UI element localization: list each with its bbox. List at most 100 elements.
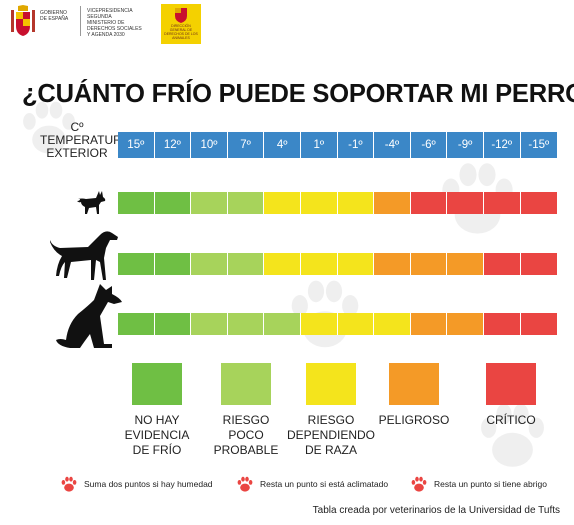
- legend-label-line: PROBABLE: [213, 443, 279, 457]
- legend-label-line: RIESGO: [307, 413, 355, 427]
- animal-rights-logo: DIRECCIÓN GENERAL DE DERECHOS DE LOS ANI…: [161, 4, 201, 44]
- risk-segment-no-risk: [118, 313, 155, 335]
- risk-segment-no-risk: [154, 192, 192, 214]
- legend-label-line: DE RAZA: [304, 443, 357, 457]
- logo-text-line: ANIMALES: [172, 36, 190, 40]
- header-divider: [80, 6, 81, 36]
- legend-label: NO HAY EVIDENCIA DE FRÍO: [107, 413, 207, 458]
- risk-segment-breed-risk: [374, 313, 411, 335]
- risk-bar-medium-dog: [118, 253, 558, 275]
- legend-label-line: POCO: [228, 428, 264, 442]
- risk-segment-low-risk: [264, 313, 301, 335]
- risk-segment-breed-risk: [337, 313, 375, 335]
- risk-segment-low-risk: [227, 192, 265, 214]
- risk-segment-critical: [483, 192, 521, 214]
- risk-segment-low-risk: [227, 313, 265, 335]
- risk-segment-dangerous: [374, 192, 411, 214]
- legend-label-line: PELIGROSO: [378, 413, 450, 427]
- risk-segment-breed-risk: [300, 192, 338, 214]
- risk-segment-low-risk: [191, 253, 228, 275]
- gov-text-line: DE ESPAÑA: [40, 16, 69, 22]
- legend-critical: CRÍTICO: [461, 363, 561, 428]
- risk-segment-critical: [483, 253, 521, 275]
- risk-segment-critical: [520, 253, 558, 275]
- risk-segment-no-risk: [154, 253, 192, 275]
- legend-label: RIESGO DEPENDIENDO DE RAZA: [276, 413, 386, 458]
- legend-dangerous: PELIGROSO: [364, 363, 464, 428]
- logo-text-line: DERECHOS DE LOS: [164, 32, 198, 36]
- note-text: Resta un punto si está aclimatado: [260, 479, 389, 489]
- note-coat: Resta un punto si tiene abrigo: [408, 474, 547, 494]
- note-text: Resta un punto si tiene abrigo: [434, 479, 547, 489]
- risk-segment-low-risk: [191, 192, 228, 214]
- paw-watermark-icon: [23, 101, 75, 154]
- temperature-label-line: Cº: [70, 120, 84, 134]
- temperature-cell: 15º: [118, 132, 155, 158]
- small-dog-icon: [77, 191, 106, 214]
- risk-segment-breed-risk: [337, 192, 375, 214]
- temperature-cell: -15º: [520, 132, 558, 158]
- temperature-cell: 12º: [154, 132, 192, 158]
- legend-label-line: DEPENDIENDO: [286, 428, 375, 442]
- gov-text-line: GOBIERNO: [40, 10, 67, 16]
- legend-label-line: RIESGO: [222, 413, 270, 427]
- credit-text: Tabla creada por veterinarios de la Univ…: [312, 505, 560, 516]
- risk-segment-dangerous: [374, 253, 411, 275]
- coat-of-arms-icon: [11, 5, 35, 36]
- risk-segment-breed-risk: [264, 253, 301, 275]
- temperature-cell: -9º: [447, 132, 484, 158]
- large-dog-icon: [56, 284, 122, 348]
- temperature-cell: 7º: [227, 132, 265, 158]
- ministry-text-line: SEGUNDA: [87, 14, 112, 20]
- temperature-cell: -12º: [483, 132, 521, 158]
- risk-segment-critical: [520, 192, 558, 214]
- logo-text-line: DIRECCIÓN: [171, 24, 191, 28]
- government-label: GOBIERNO DE ESPAÑA: [40, 10, 74, 22]
- legend-swatch: [306, 363, 356, 405]
- logo-text-line: GENERAL DE: [169, 28, 193, 32]
- temperature-label-line: TEMPERATURA: [40, 133, 130, 147]
- legend-label-line: EVIDENCIA: [124, 428, 190, 442]
- risk-segment-breed-risk: [300, 313, 338, 335]
- temperature-cell: 1º: [300, 132, 338, 158]
- legend-label-line: DE FRÍO: [132, 443, 182, 457]
- paw-icon: [237, 476, 253, 492]
- ministry-text-line: DERECHOS SOCIALES: [87, 26, 142, 32]
- risk-segment-dangerous: [447, 313, 484, 335]
- legend-swatch: [389, 363, 439, 405]
- legend-label: CRÍTICO: [461, 413, 561, 428]
- risk-segment-breed-risk: [337, 253, 375, 275]
- note-acclimated: Resta un punto si está aclimatado: [234, 474, 388, 494]
- legend-swatch: [221, 363, 271, 405]
- legend-breed-risk: RIESGO DEPENDIENDO DE RAZA: [276, 363, 386, 458]
- risk-segment-dangerous: [447, 253, 484, 275]
- temperature-cell: -4º: [374, 132, 411, 158]
- temperature-label: Cº TEMPERATURA EXTERIOR: [40, 120, 130, 160]
- adjustment-notes: Suma dos puntos si hay humedad Resta un …: [0, 474, 574, 494]
- risk-bar-small-dog: [118, 192, 558, 214]
- legend-swatch: [132, 363, 182, 405]
- animal-rights-label: DIRECCIÓN GENERAL DE DERECHOS DE LOS ANI…: [163, 24, 199, 40]
- legend-no-risk: NO HAY EVIDENCIA DE FRÍO: [107, 363, 207, 458]
- note-humidity: Suma dos puntos si hay humedad: [58, 474, 213, 494]
- temperature-cell: 10º: [191, 132, 228, 158]
- header-logos: GOBIERNO DE ESPAÑA VICEPRESIDENCIA SEGUN…: [10, 4, 201, 44]
- risk-segment-low-risk: [191, 313, 228, 335]
- temperature-cell: 4º: [264, 132, 301, 158]
- risk-segment-low-risk: [227, 253, 265, 275]
- paw-icon: [411, 476, 427, 492]
- ministry-text-line: Y AGENDA 2030: [87, 32, 125, 38]
- shield-icon: [175, 8, 187, 23]
- risk-segment-no-risk: [118, 253, 155, 275]
- paw-icon: [61, 476, 77, 492]
- legend-swatch: [486, 363, 536, 405]
- legend-label-line: NO HAY: [134, 413, 180, 427]
- risk-segment-breed-risk: [264, 192, 301, 214]
- risk-segment-no-risk: [154, 313, 192, 335]
- risk-segment-critical: [447, 192, 484, 214]
- temperature-cell: -1º: [337, 132, 375, 158]
- legend-label: RIESGO POCO PROBABLE: [196, 413, 296, 458]
- risk-segment-dangerous: [410, 253, 448, 275]
- temperature-scale: 15º 12º 10º 7º 4º 1º -1º -4º -6º -9º -12º -15º: [118, 132, 558, 158]
- medium-dog-icon: [50, 231, 118, 280]
